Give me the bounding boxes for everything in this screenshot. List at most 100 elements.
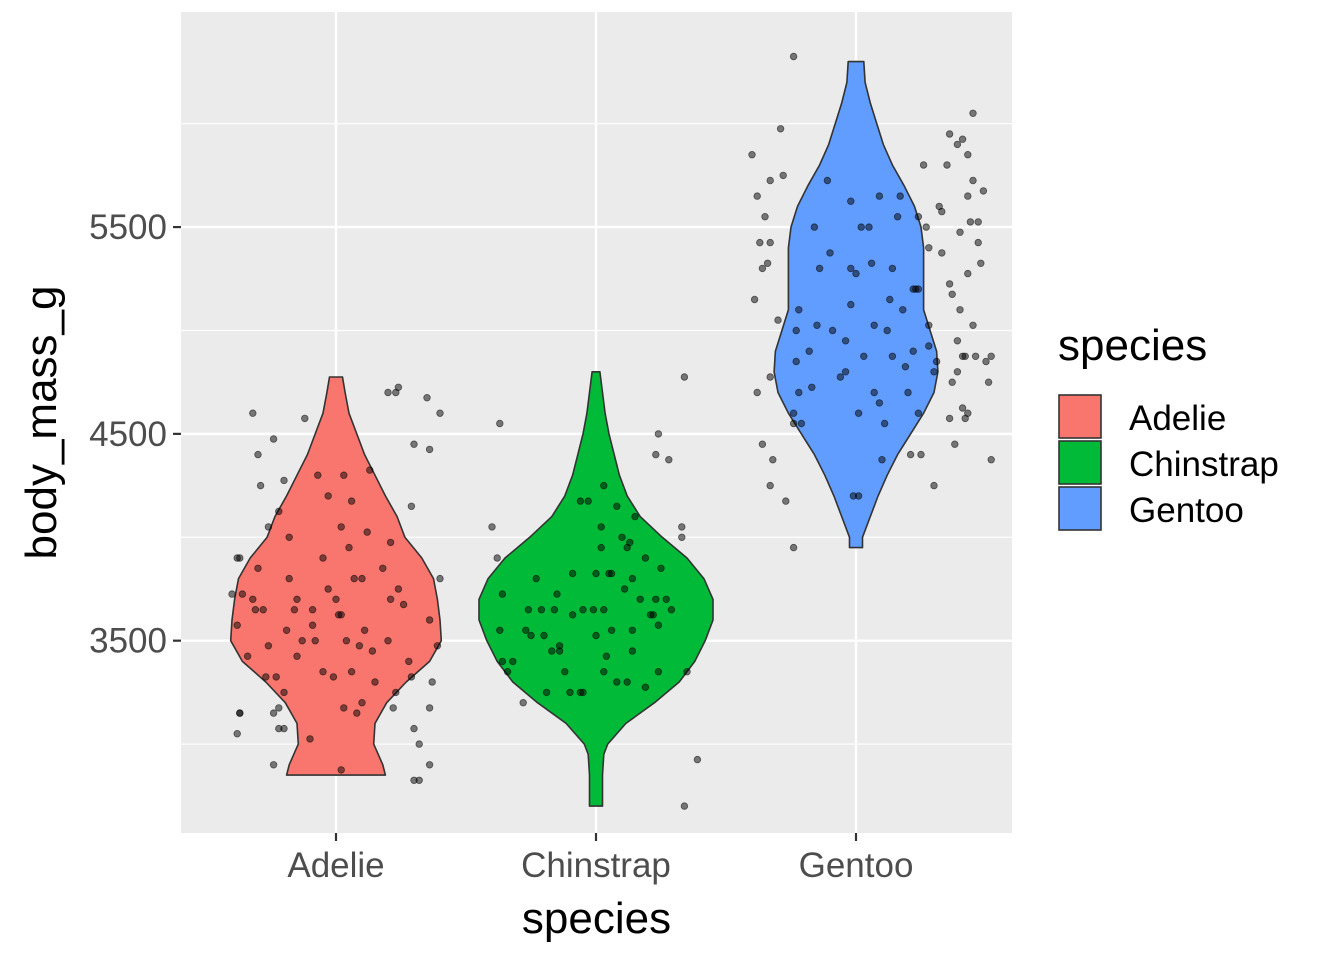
data-point xyxy=(311,637,319,645)
data-point xyxy=(628,574,637,583)
data-point xyxy=(282,626,291,634)
data-point xyxy=(641,554,650,562)
data-point xyxy=(285,574,293,583)
data-point xyxy=(623,678,631,686)
data-point xyxy=(561,668,569,676)
data-point xyxy=(319,554,327,562)
data-point xyxy=(308,621,317,629)
data-point xyxy=(405,657,413,666)
data-point xyxy=(262,673,270,681)
data-point xyxy=(600,606,608,614)
y-tick-label: 4500 xyxy=(89,415,167,454)
data-point xyxy=(847,197,855,205)
data-point xyxy=(280,688,288,697)
data-point xyxy=(384,637,392,645)
data-point xyxy=(314,471,322,479)
data-point xyxy=(763,259,772,267)
data-point xyxy=(847,300,855,309)
data-point xyxy=(883,326,891,335)
data-point xyxy=(293,652,301,660)
data-point xyxy=(867,259,876,267)
data-point xyxy=(750,295,759,304)
data-point xyxy=(852,269,860,278)
data-point xyxy=(368,647,377,655)
data-point xyxy=(579,606,587,614)
data-point xyxy=(938,249,946,257)
data-point xyxy=(805,347,813,355)
data-point xyxy=(938,207,946,216)
legend-label-adelie: Adelie xyxy=(1129,399,1226,438)
data-point xyxy=(766,238,774,247)
data-point xyxy=(776,125,785,133)
data-point xyxy=(678,533,686,541)
data-point xyxy=(761,212,769,221)
data-point xyxy=(951,440,959,448)
data-point xyxy=(795,306,803,314)
data-point xyxy=(540,631,548,640)
data-point xyxy=(597,543,605,552)
data-point xyxy=(236,554,244,562)
data-point xyxy=(597,523,605,531)
data-point xyxy=(233,730,241,738)
data-point xyxy=(272,673,280,681)
data-point xyxy=(766,176,774,185)
data-point xyxy=(948,290,956,298)
data-point xyxy=(340,704,348,712)
data-point xyxy=(945,280,954,288)
data-point xyxy=(977,259,985,267)
data-point xyxy=(613,502,621,510)
data-point xyxy=(665,456,673,464)
data-point xyxy=(568,569,577,578)
data-point xyxy=(249,595,257,603)
data-point xyxy=(522,626,530,634)
legend-key-chinstrap xyxy=(1058,440,1102,485)
data-point xyxy=(280,476,288,485)
data-point xyxy=(667,606,676,614)
legend-label-chinstrap: Chinstrap xyxy=(1129,445,1279,484)
data-point xyxy=(969,321,977,329)
data-point xyxy=(340,471,348,479)
y-axis-title: body_mass_g xyxy=(17,286,66,560)
data-point xyxy=(683,668,691,676)
data-point xyxy=(641,683,650,691)
data-point xyxy=(259,606,267,614)
data-point xyxy=(779,171,787,180)
data-point xyxy=(828,326,837,335)
x-tick-label: Adelie xyxy=(287,846,384,885)
data-point xyxy=(275,724,283,733)
data-point xyxy=(849,492,858,500)
data-point xyxy=(792,357,800,366)
data-point xyxy=(600,668,608,676)
data-point xyxy=(602,652,611,660)
data-point xyxy=(600,481,608,490)
data-point xyxy=(979,187,988,195)
data-point xyxy=(860,352,868,360)
data-point xyxy=(618,533,626,541)
data-point xyxy=(254,450,262,459)
axes: 3500 4500 5500 Adelie Chinstrap Gentoo xyxy=(89,208,913,885)
data-point xyxy=(332,595,340,603)
data-point xyxy=(925,244,933,252)
data-point xyxy=(974,218,982,226)
data-point xyxy=(956,228,964,236)
data-point xyxy=(953,140,962,149)
y-tick-label: 5500 xyxy=(89,208,167,247)
data-point xyxy=(974,238,982,247)
data-point xyxy=(678,523,686,531)
data-point xyxy=(628,647,637,655)
data-point xyxy=(410,776,418,784)
legend-key-gentoo xyxy=(1058,486,1102,531)
data-point xyxy=(428,678,436,686)
data-point xyxy=(758,264,767,273)
data-point xyxy=(269,435,278,443)
data-point xyxy=(407,673,416,681)
data-point xyxy=(652,595,660,603)
data-point xyxy=(425,616,434,624)
data-point xyxy=(275,704,283,712)
data-point xyxy=(503,668,512,676)
data-point xyxy=(654,621,663,629)
data-point xyxy=(748,150,756,159)
data-point xyxy=(579,688,587,697)
data-point xyxy=(613,678,621,686)
